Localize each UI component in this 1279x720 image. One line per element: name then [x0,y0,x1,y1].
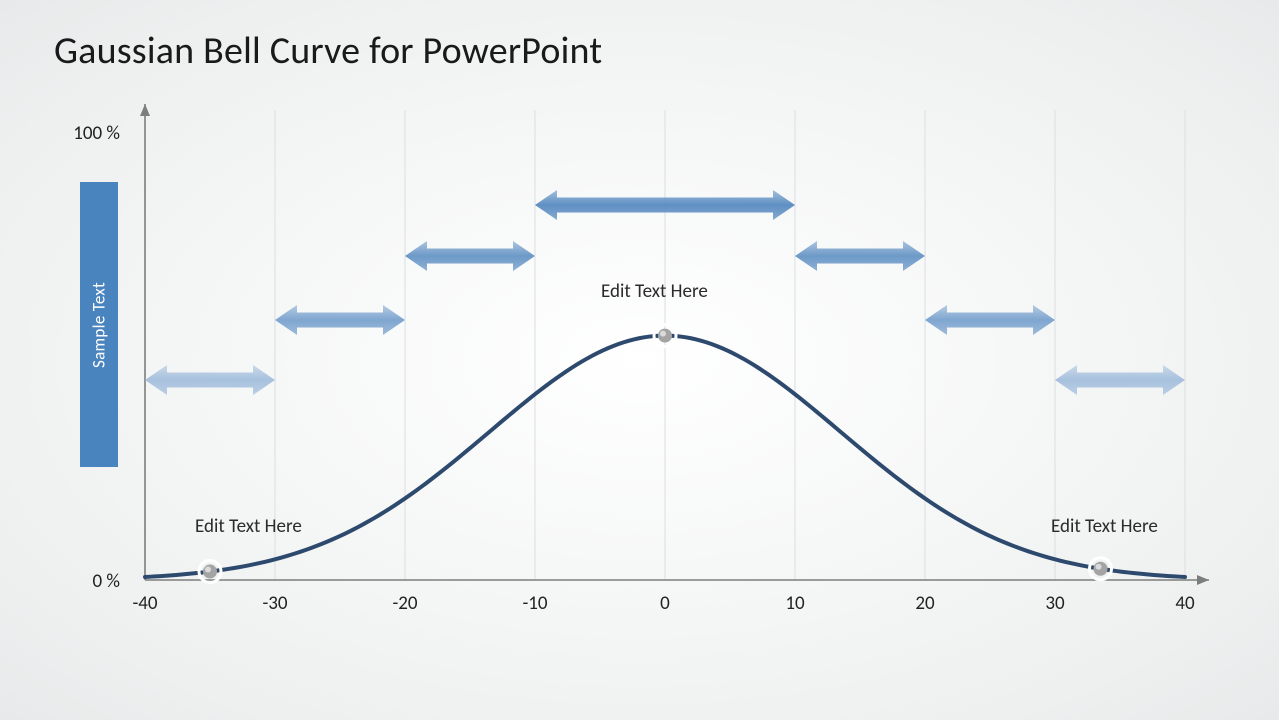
x-axis-label: -30 [250,592,300,615]
annotation-left: Edit Text Here [195,515,302,538]
page-title: Gaussian Bell Curve for PowerPoint [54,28,602,74]
annotation-right: Edit Text Here [1051,515,1158,538]
x-axis-label: 0 [640,592,690,615]
chart-svg [60,100,1220,660]
annotation-center: Edit Text Here [601,280,708,303]
x-axis-label: 10 [770,592,820,615]
y-axis-label-top: 100 % [60,122,120,145]
x-axis-label: -10 [510,592,560,615]
x-axis-label: 30 [1030,592,1080,615]
y-axis-label-bottom: 0 % [60,570,120,593]
x-axis-label: -40 [120,592,170,615]
gaussian-chart: 100 % 0 % Sample Text Edit Text Here Edi… [60,100,1220,660]
x-axis-label: 20 [900,592,950,615]
x-axis-label: -20 [380,592,430,615]
x-axis-label: 40 [1160,592,1210,615]
sample-text-box: Sample Text [80,182,118,467]
